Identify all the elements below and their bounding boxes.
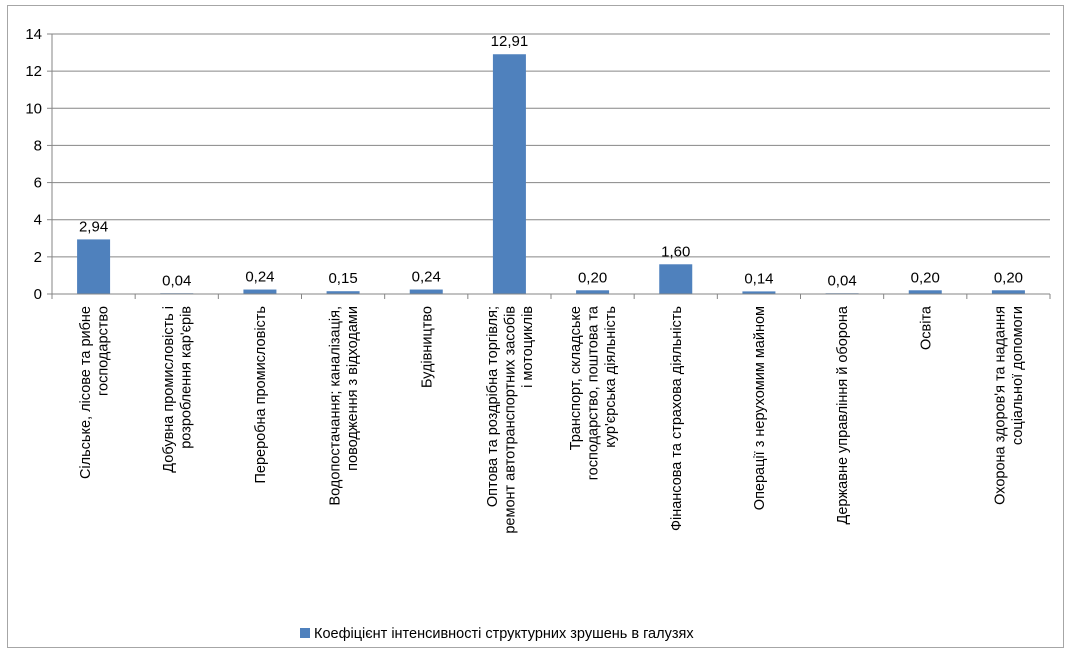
y-tick-label: 2	[34, 249, 42, 266]
bar	[243, 289, 277, 294]
x-category-label: Освіта	[918, 305, 934, 350]
x-category-label-line: Водопостачання; каналізація,	[327, 306, 343, 505]
x-category-label: Фінансова та страхова діяльність	[669, 306, 685, 531]
data-label: 0,24	[412, 269, 441, 286]
bar	[908, 290, 942, 294]
y-tick-label: 14	[25, 26, 42, 43]
data-label: 0,20	[578, 269, 607, 286]
x-category-label-line: Державне управління й оборона	[835, 305, 851, 524]
gridlines	[52, 33, 1050, 258]
x-category-label-line: розроблення кар'єрів	[179, 306, 195, 449]
x-category-label-line: соціальної допомоги	[1010, 306, 1026, 445]
x-category-label-line: Сільське, лісове та рибне	[78, 306, 94, 479]
data-label: 0,04	[162, 272, 191, 289]
x-category-label: Сільське, лісове та рибне господарство	[78, 306, 112, 479]
y-tick-label: 0	[34, 286, 42, 303]
x-category-label: Переробна промисловість	[253, 306, 269, 484]
bar	[326, 291, 360, 294]
x-category-label-line: Добувна промисловість і	[161, 306, 177, 473]
bar	[991, 290, 1025, 294]
bar	[77, 239, 111, 294]
x-category-label: Добувна промисловість і розроблення кар'є…	[161, 306, 195, 473]
bar	[409, 289, 443, 294]
legend-swatch	[300, 628, 310, 638]
x-category-label-line: Будівництво	[419, 306, 435, 388]
y-tick-label: 8	[34, 137, 42, 154]
bar	[659, 264, 693, 294]
x-category-label-line: Охорона здоров'я та надання	[993, 306, 1009, 505]
x-category-label: Охорона здоров'я та надання соціальної до…	[993, 306, 1027, 505]
bar	[742, 291, 776, 294]
x-category-label: Державне управління й оборона	[835, 305, 851, 524]
x-category-label: Транспорт, складське господарство, поштов…	[568, 305, 619, 480]
x-category-label: Водопостачання; каналізація, поводження з…	[327, 306, 361, 505]
legend: Коефіцієнт інтенсивності структурних зру…	[300, 626, 694, 642]
x-category-label: Операції з нерухомим майном	[752, 306, 768, 510]
data-label: 0,15	[328, 270, 357, 287]
data-label: 0,24	[245, 269, 274, 286]
x-category-label-line: господарство, поштова та	[586, 305, 602, 480]
x-category-label-line: Освіта	[918, 305, 934, 350]
y-tick-label: 10	[25, 100, 42, 117]
x-category-label-line: Фінансова та страхова діяльність	[669, 306, 685, 531]
x-category-label: Будівництво	[419, 306, 435, 388]
x-category-label-line: і мотоциклів	[520, 306, 536, 388]
x-category-label: Оптова та роздрібна торгівля; ремонт авто…	[485, 306, 536, 534]
labels: 0 2 4 6 8 10 12 14 2,94 Сільське, лісове та рибне…	[25, 26, 1026, 534]
x-category-label-line: Операції з нерухомим майном	[752, 306, 768, 510]
chart-frame	[7, 5, 1064, 648]
y-tick-label: 4	[34, 212, 42, 229]
bar	[576, 290, 610, 294]
x-category-label-line: Транспорт, складське	[568, 306, 584, 450]
x-category-label-line: Переробна промисловість	[253, 306, 269, 484]
x-category-label-line: господарство	[95, 306, 111, 396]
data-label: 0,20	[994, 269, 1023, 286]
x-category-label-line: кур'єрська діяльність	[603, 306, 619, 448]
y-tick-label: 6	[34, 175, 42, 192]
x-category-label-line: поводження з відходами	[345, 306, 361, 471]
data-label: 12,91	[491, 33, 529, 50]
x-category-label-line: ремонт автотранспортних засобів	[502, 306, 518, 534]
bars	[77, 54, 1025, 294]
legend-label: Коефіцієнт інтенсивності структурних зру…	[314, 626, 694, 642]
data-label: 0,14	[744, 270, 773, 287]
y-tick-label: 12	[25, 63, 42, 80]
data-label: 1,60	[661, 243, 690, 260]
bar	[492, 54, 526, 294]
axes	[47, 33, 1051, 299]
data-label: 2,94	[79, 218, 108, 235]
x-category-label-line: Оптова та роздрібна торгівля;	[485, 306, 501, 507]
data-label: 0,04	[827, 272, 856, 289]
data-label: 0,20	[911, 269, 940, 286]
